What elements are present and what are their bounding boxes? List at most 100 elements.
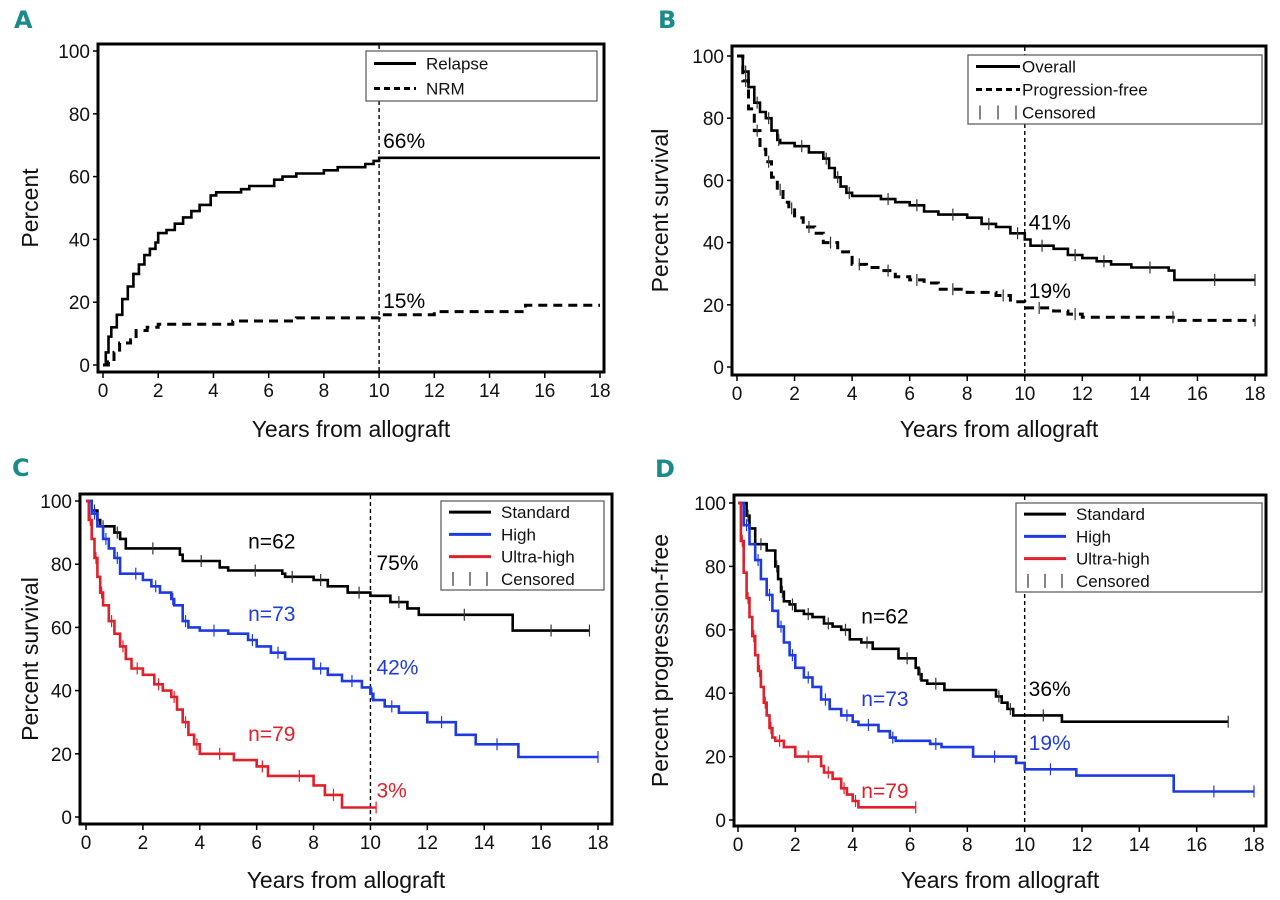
y-tick-label: 40	[69, 230, 90, 251]
legend-label: Overall	[1022, 58, 1076, 77]
series-standard	[86, 499, 590, 632]
legend-item-censored: Censored	[452, 570, 575, 589]
y-tick-label: 60	[703, 171, 724, 192]
estimate-label: 75%	[376, 552, 418, 575]
x-axis-title: Years from allograft	[901, 867, 1100, 893]
x-tick-label: 6	[263, 381, 274, 402]
x-tick-label: 2	[138, 833, 149, 854]
x-tick-label: 12	[417, 833, 438, 854]
censor-marks-standard	[747, 509, 1229, 728]
x-axis-title: Years from allograft	[900, 416, 1099, 442]
panel-a: A 0 20 40 60 80 100 0 2 4 6 8 10 12 14 16 18 Years from a…	[14, 6, 611, 442]
estimate-label: 41%	[1029, 211, 1071, 234]
series-ultra-high	[738, 501, 916, 809]
legend-box	[440, 500, 605, 591]
legend-label: Relapse	[426, 55, 488, 74]
legend: Standard High Ultra-high Censored	[440, 500, 605, 591]
panel-letter: A	[14, 6, 33, 34]
x-tick-label: 0	[732, 384, 743, 405]
series-progression-free	[737, 54, 1255, 322]
estimate-label: 36%	[1029, 678, 1071, 701]
x-tick-label: 18	[587, 833, 608, 854]
panel-letter: B	[658, 6, 676, 34]
plot-frame	[78, 492, 614, 826]
y-tick-label: 20	[705, 748, 726, 769]
y-axis-title: Percent	[17, 168, 43, 248]
legend-item-censored: Censored	[979, 104, 1096, 123]
estimate-label: 42%	[376, 656, 418, 679]
x-tick-label: 16	[1186, 835, 1207, 856]
legend-item-high: High	[1024, 527, 1111, 546]
legend-label: Progression-free	[1022, 81, 1148, 100]
y-tick-label: 60	[51, 618, 72, 639]
censor-marks-progression-free	[745, 74, 1256, 327]
legend: Overall Progression-free Censored	[967, 54, 1263, 125]
legend-item-censored: Censored	[1027, 572, 1150, 591]
legend-item-ultra-high: Ultra-high	[1024, 550, 1150, 569]
y-tick-label: 0	[713, 358, 724, 379]
x-tick-label: 4	[194, 833, 205, 854]
x-tick-label: 14	[1129, 384, 1151, 405]
x-tick-label: 2	[789, 384, 800, 405]
y-tick-label: 100	[58, 42, 90, 63]
y-tick-label: 20	[51, 745, 72, 766]
x-tick-label: 12	[1072, 384, 1093, 405]
plot-frame	[730, 44, 1268, 377]
n-label: n=79	[861, 780, 908, 803]
x-tick-label: 10	[369, 381, 390, 402]
series-nrm	[103, 303, 600, 367]
x-tick-label: 16	[534, 381, 555, 402]
panel-b: B 0 20 40 60 80 100 0 2 4 6 8 10 12 14 16 18 Years from a…	[647, 6, 1268, 442]
y-tick-label: 80	[703, 109, 724, 130]
y-tick-label: 100	[694, 494, 726, 515]
legend-item-relapse: Relapse	[374, 55, 488, 74]
series-relapse	[103, 156, 600, 367]
x-tick-label: 0	[98, 381, 109, 402]
series-ultra-high	[86, 499, 377, 809]
x-tick-label: 10	[1014, 384, 1035, 405]
y-tick-label: 60	[69, 168, 90, 189]
series-high	[738, 501, 1254, 793]
legend-label: Ultra-high	[501, 548, 575, 567]
censor-marks-ultra-high	[741, 535, 917, 814]
plot-frame	[732, 493, 1268, 828]
x-tick-label: 8	[962, 835, 973, 856]
plot-frame	[96, 42, 606, 374]
x-tick-label: 0	[733, 835, 744, 856]
x-tick-label: 8	[962, 384, 973, 405]
y-tick-label: 80	[705, 557, 726, 578]
legend-label: High	[501, 525, 536, 544]
legend-item-ultra-high: Ultra-high	[449, 548, 575, 567]
estimate-label: 3%	[376, 780, 406, 803]
legend-item-standard: Standard	[1024, 505, 1145, 524]
legend-item-nrm: NRM	[374, 80, 465, 99]
censor-marks-high	[93, 507, 599, 763]
legend-box	[1015, 502, 1263, 593]
x-axis-title: Years from allograft	[252, 416, 451, 442]
x-tick-label: 16	[531, 833, 552, 854]
n-label: n=62	[861, 605, 908, 628]
x-tick-label: 18	[589, 381, 610, 402]
x-tick-label: 12	[1071, 835, 1092, 856]
n-label: n=62	[248, 530, 295, 553]
n-label: n=73	[248, 603, 295, 626]
y-tick-label: 0	[61, 808, 72, 829]
y-tick-label: 40	[705, 684, 726, 705]
y-tick-label: 40	[703, 234, 724, 255]
legend-label: Standard	[501, 503, 570, 522]
x-tick-label: 16	[1187, 384, 1208, 405]
x-tick-label: 10	[1014, 835, 1035, 856]
y-tick-label: 80	[51, 555, 72, 576]
x-tick-label: 12	[424, 381, 445, 402]
y-tick-label: 0	[715, 811, 726, 832]
legend-item-standard: Standard	[449, 503, 570, 522]
x-tick-label: 2	[153, 381, 164, 402]
censor-marks-overall	[745, 65, 1256, 286]
estimate-label: 15%	[383, 290, 425, 313]
y-axis-title: Percent progression-free	[647, 534, 673, 787]
estimate-label: 19%	[1029, 732, 1071, 755]
estimate-label: 66%	[383, 130, 425, 153]
panel-d: D 0 20 40 60 80 100 0 2 4 6 8 10 12 14 16 18 Years from a…	[647, 455, 1268, 893]
x-tick-label: 6	[904, 384, 915, 405]
